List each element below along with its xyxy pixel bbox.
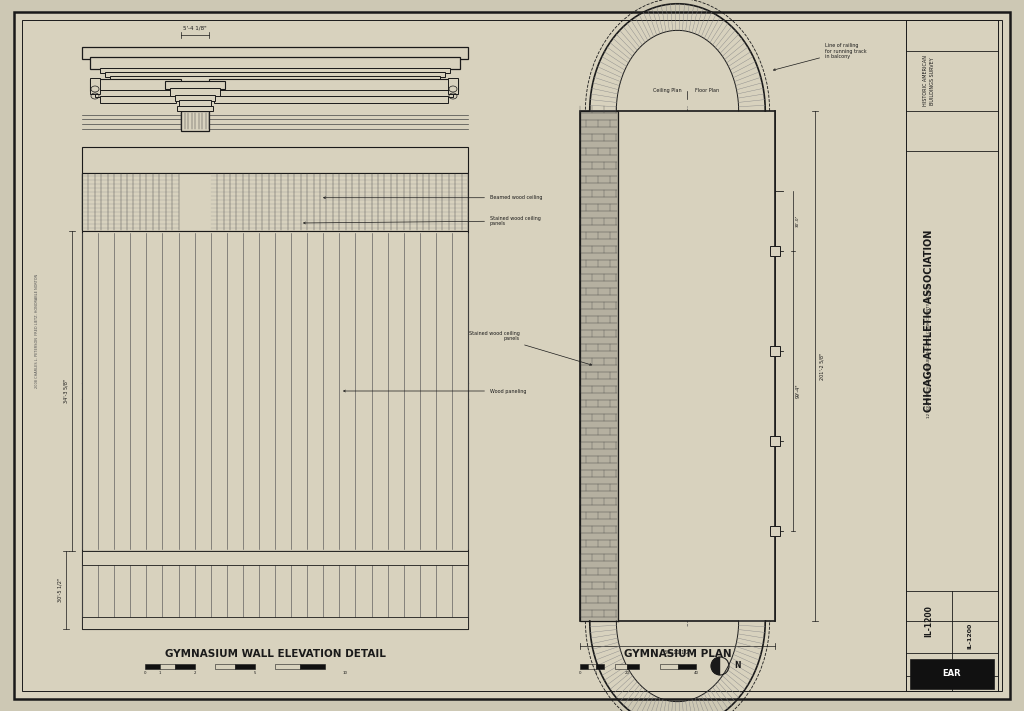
Bar: [160, 664, 175, 669]
Text: Stained wood ceiling
panels: Stained wood ceiling panels: [303, 215, 541, 226]
Text: 40: 40: [693, 671, 698, 675]
Text: N: N: [734, 661, 740, 670]
Bar: [100, 96, 176, 103]
Bar: [234, 664, 255, 669]
Bar: [580, 111, 618, 621]
Text: 1: 1: [159, 671, 161, 675]
Bar: [275, 664, 300, 669]
Text: 30'-0": 30'-0": [796, 215, 800, 228]
Bar: [105, 72, 445, 77]
Text: 5'-4 1/8": 5'-4 1/8": [183, 25, 207, 30]
Bar: [212, 90, 453, 97]
Text: Ceiling Plan: Ceiling Plan: [653, 88, 682, 93]
Text: 38'-11 1/2": 38'-11 1/2": [664, 650, 691, 655]
Bar: [660, 664, 678, 669]
Bar: [209, 79, 458, 91]
Bar: [580, 111, 775, 621]
Polygon shape: [711, 657, 720, 675]
Bar: [181, 111, 209, 131]
Bar: [145, 664, 160, 669]
Bar: [110, 76, 440, 81]
Text: Floor Plan: Floor Plan: [695, 88, 719, 93]
Text: 99'-4": 99'-4": [796, 384, 801, 398]
Bar: [770, 246, 780, 256]
Text: CHICAGO ATHLETIC ASSOCIATION: CHICAGO ATHLETIC ASSOCIATION: [924, 230, 934, 412]
Bar: [82, 147, 468, 173]
Text: 201'-2 5/8": 201'-2 5/8": [819, 353, 824, 380]
Bar: [580, 664, 588, 669]
Text: Beamed wood ceiling: Beamed wood ceiling: [324, 196, 543, 201]
Bar: [215, 664, 234, 669]
Bar: [678, 664, 696, 669]
Bar: [95, 90, 178, 97]
Bar: [175, 95, 215, 101]
Bar: [770, 526, 780, 536]
Bar: [910, 659, 994, 689]
Text: 2008 CHARLES L. PETERSON  FRED LIETZ, HONORABLE NORTON: 2008 CHARLES L. PETERSON FRED LIETZ, HON…: [35, 274, 39, 388]
Text: 2: 2: [194, 671, 197, 675]
Bar: [165, 81, 225, 89]
Bar: [177, 106, 213, 111]
Text: 10: 10: [342, 671, 347, 675]
Bar: [770, 436, 780, 446]
Bar: [214, 96, 449, 103]
Text: GYMNASIUM PLAN: GYMNASIUM PLAN: [624, 649, 731, 659]
Bar: [82, 231, 468, 551]
Bar: [82, 551, 468, 629]
Text: Stained wood ceiling
panels: Stained wood ceiling panels: [469, 331, 592, 365]
Text: IL-1200: IL-1200: [968, 623, 973, 649]
Bar: [90, 57, 460, 69]
Bar: [770, 346, 780, 356]
Text: 5: 5: [595, 671, 597, 675]
Text: 20: 20: [625, 671, 630, 675]
Bar: [100, 68, 450, 73]
Bar: [596, 664, 604, 669]
Bar: [90, 78, 100, 94]
Text: 0: 0: [579, 671, 582, 675]
Bar: [588, 664, 596, 669]
Bar: [90, 79, 181, 91]
Text: EAR: EAR: [943, 670, 962, 678]
Text: GYMNASIUM WALL ELEVATION DETAIL: GYMNASIUM WALL ELEVATION DETAIL: [165, 649, 385, 659]
Bar: [82, 173, 468, 231]
Bar: [179, 100, 211, 107]
Text: 0: 0: [143, 671, 146, 675]
Text: 30'-5 1/2": 30'-5 1/2": [58, 578, 63, 602]
Bar: [615, 664, 627, 669]
Text: 5: 5: [254, 671, 256, 675]
Bar: [170, 88, 220, 96]
Text: HISTORIC AMERICAN
BUILDINGS SURVEY: HISTORIC AMERICAN BUILDINGS SURVEY: [923, 55, 935, 107]
Bar: [627, 664, 639, 669]
Text: IL-1200: IL-1200: [925, 605, 934, 637]
Text: Wood paneling: Wood paneling: [344, 388, 526, 393]
Text: 34'-3 5/8": 34'-3 5/8": [63, 379, 69, 403]
Bar: [906, 20, 998, 691]
Bar: [82, 47, 468, 59]
Text: 12 SOUTH MICHIGAN AVENUE, CHICAGO, COOK COUNTY, ILLINOIS: 12 SOUTH MICHIGAN AVENUE, CHICAGO, COOK …: [927, 284, 931, 418]
Text: Line of railing
for running track
in balcony: Line of railing for running track in bal…: [773, 43, 866, 70]
Bar: [82, 551, 468, 565]
Bar: [82, 617, 468, 629]
Bar: [300, 664, 325, 669]
Bar: [175, 664, 195, 669]
Bar: [449, 78, 458, 94]
